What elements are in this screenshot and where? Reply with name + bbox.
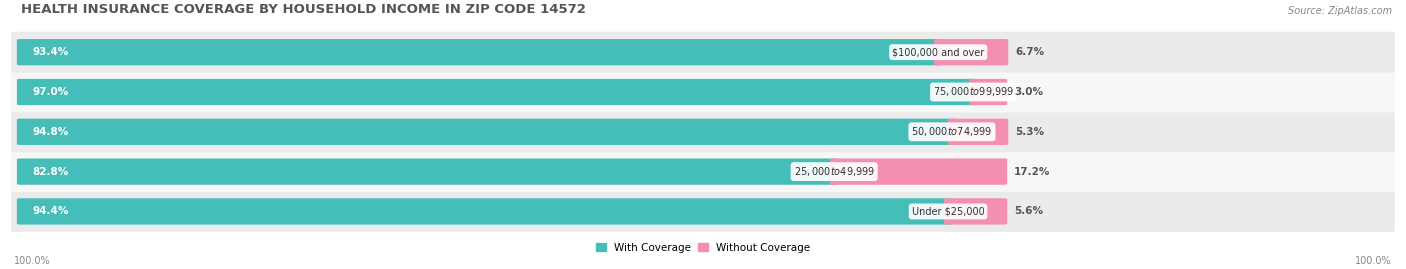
Text: Under $25,000: Under $25,000 xyxy=(911,206,984,217)
FancyBboxPatch shape xyxy=(17,119,956,145)
FancyBboxPatch shape xyxy=(948,119,1008,145)
Text: 97.0%: 97.0% xyxy=(32,87,69,97)
Text: $100,000 and over: $100,000 and over xyxy=(891,47,984,57)
Text: $50,000 to $74,999: $50,000 to $74,999 xyxy=(911,125,993,138)
FancyBboxPatch shape xyxy=(17,39,942,65)
Text: 94.4%: 94.4% xyxy=(32,206,69,217)
FancyBboxPatch shape xyxy=(11,151,1395,192)
FancyBboxPatch shape xyxy=(11,72,1395,112)
FancyBboxPatch shape xyxy=(830,158,1007,185)
Text: 5.3%: 5.3% xyxy=(1015,127,1045,137)
Text: HEALTH INSURANCE COVERAGE BY HOUSEHOLD INCOME IN ZIP CODE 14572: HEALTH INSURANCE COVERAGE BY HOUSEHOLD I… xyxy=(21,3,586,16)
Text: 5.6%: 5.6% xyxy=(1014,206,1043,217)
FancyBboxPatch shape xyxy=(11,32,1395,73)
FancyBboxPatch shape xyxy=(11,111,1395,152)
Text: 94.8%: 94.8% xyxy=(32,127,69,137)
FancyBboxPatch shape xyxy=(969,79,1007,105)
Text: 3.0%: 3.0% xyxy=(1014,87,1043,97)
FancyBboxPatch shape xyxy=(934,39,1008,65)
Text: 6.7%: 6.7% xyxy=(1015,47,1045,57)
Legend: With Coverage, Without Coverage: With Coverage, Without Coverage xyxy=(596,243,810,253)
FancyBboxPatch shape xyxy=(943,198,1007,225)
Text: $75,000 to $99,999: $75,000 to $99,999 xyxy=(934,86,1014,98)
FancyBboxPatch shape xyxy=(11,191,1395,232)
FancyBboxPatch shape xyxy=(17,79,977,105)
Text: $25,000 to $49,999: $25,000 to $49,999 xyxy=(793,165,875,178)
FancyBboxPatch shape xyxy=(17,198,952,225)
Text: 100.0%: 100.0% xyxy=(14,256,51,266)
Text: Source: ZipAtlas.com: Source: ZipAtlas.com xyxy=(1288,6,1392,16)
FancyBboxPatch shape xyxy=(17,158,838,185)
Text: 82.8%: 82.8% xyxy=(32,167,69,177)
Text: 17.2%: 17.2% xyxy=(1014,167,1050,177)
Text: 93.4%: 93.4% xyxy=(32,47,69,57)
Text: 100.0%: 100.0% xyxy=(1355,256,1392,266)
